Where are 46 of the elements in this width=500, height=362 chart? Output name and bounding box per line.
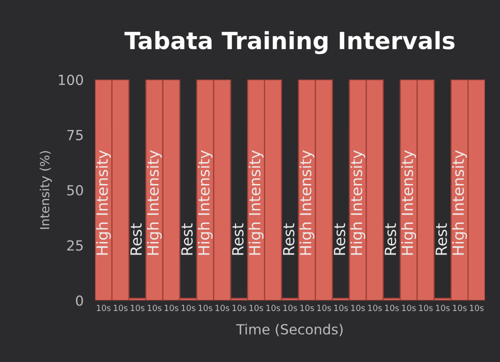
data-label: Rest [334, 223, 346, 255]
x-tick-label: 10s [334, 304, 348, 312]
x-tick-label: 10s [96, 304, 111, 312]
data-label: Rest [130, 223, 142, 255]
x-tick-label: 10s [114, 304, 128, 312]
data-label: High Intensity [198, 150, 213, 255]
data-label: Rest [384, 223, 396, 255]
y-tick-label: 25 [67, 240, 83, 251]
x-tick-label: 10s [317, 304, 331, 312]
x-tick-label: 10s [453, 304, 467, 312]
x-tick-label: 10s [148, 304, 162, 312]
x-tick-label: 10s [182, 304, 196, 312]
x-tick-label: 10s [300, 304, 314, 312]
x-tick-label: 10s [164, 304, 178, 312]
data-label: High Intensity [146, 150, 162, 255]
data-label: High Intensity [350, 150, 366, 255]
data-label: High Intensity [401, 150, 416, 255]
data-label: Rest [232, 223, 244, 255]
y-tick-label: 100 [58, 74, 83, 86]
data-label: Rest [283, 223, 294, 255]
y-tick-label: 50 [67, 185, 83, 196]
x-tick-label: 10s [351, 304, 365, 312]
data-label: Rest [436, 223, 448, 255]
y-tick-label: 75 [67, 130, 83, 140]
x-tick-label: 10s [283, 304, 298, 312]
x-tick-label: 10s [402, 304, 416, 312]
x-tick-label: 10s [266, 304, 280, 312]
data-label: Rest [181, 223, 193, 255]
y-tick-label: 0 [76, 295, 83, 306]
x-tick-label: 10s [216, 304, 230, 312]
x-tick-label: 10s [368, 304, 382, 312]
data-label: High Intensity [96, 150, 111, 255]
x-axis-title: Time (Seconds) [236, 324, 343, 336]
data-label: High Intensity [300, 150, 314, 255]
data-label: High Intensity [248, 150, 264, 255]
x-tick-label: 10s [385, 304, 399, 312]
x-tick-label: 10s [250, 304, 264, 312]
x-tick-label: 10s [470, 304, 484, 312]
x-tick-label: 10s [232, 304, 246, 312]
x-tick-label: 10s [198, 304, 212, 312]
y-axis-title: Intensity (%) [40, 151, 52, 229]
data-label: High Intensity [452, 150, 467, 255]
x-tick-label: 10s [436, 304, 450, 312]
x-tick-label: 10s [130, 304, 144, 312]
x-tick-label: 10s [419, 304, 433, 312]
chart-title: Tabata Training Intervals [124, 31, 455, 54]
